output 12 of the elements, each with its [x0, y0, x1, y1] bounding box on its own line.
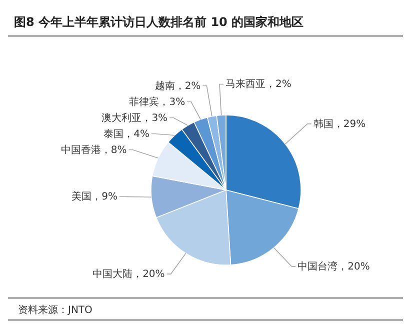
slice-label: 中国台湾，20%: [298, 260, 370, 272]
slice-label: 越南，2%: [154, 80, 201, 92]
slice-label: 澳大利亚，3%: [102, 112, 168, 124]
slice-label: 中国香港，8%: [60, 144, 127, 156]
slice-label: 泰国，4%: [104, 128, 150, 140]
slice-label: 中国大陆，20%: [92, 268, 165, 280]
slice-label: 美国，9%: [72, 190, 118, 203]
text: 资料来源：JNTO: [18, 304, 93, 316]
slice-label: 韩国，29%: [313, 118, 366, 130]
slice-label: 菲律宾，3%: [129, 96, 186, 108]
slice-label: 马来西亚，2%: [226, 78, 292, 90]
chart-title: 图8 今年上半年累计访日人数排名前 10 的国家和地区: [14, 15, 304, 29]
